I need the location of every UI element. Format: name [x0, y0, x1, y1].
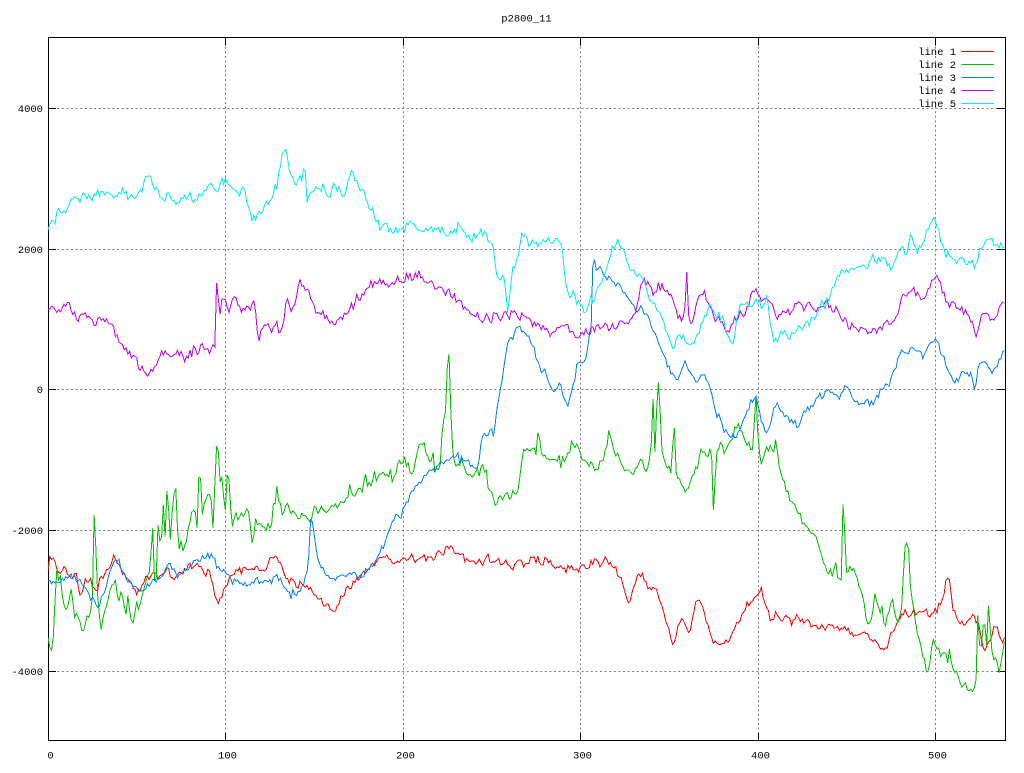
svg-text:300: 300 [573, 751, 592, 763]
svg-text:line 5: line 5 [918, 99, 956, 111]
svg-text:line 3: line 3 [918, 73, 956, 85]
svg-text:p2800_11: p2800_11 [501, 14, 551, 26]
svg-text:0: 0 [37, 385, 43, 397]
svg-text:line 4: line 4 [918, 86, 956, 98]
svg-text:line 1: line 1 [918, 47, 956, 59]
svg-text:-2000: -2000 [11, 526, 43, 538]
svg-text:-4000: -4000 [11, 667, 43, 679]
svg-text:400: 400 [751, 751, 770, 763]
svg-text:line 2: line 2 [918, 60, 956, 72]
svg-text:2000: 2000 [18, 245, 43, 257]
svg-text:500: 500 [928, 751, 947, 763]
svg-text:100: 100 [218, 751, 237, 763]
svg-text:4000: 4000 [18, 104, 43, 116]
svg-text:0: 0 [47, 751, 53, 763]
svg-text:200: 200 [396, 751, 415, 763]
